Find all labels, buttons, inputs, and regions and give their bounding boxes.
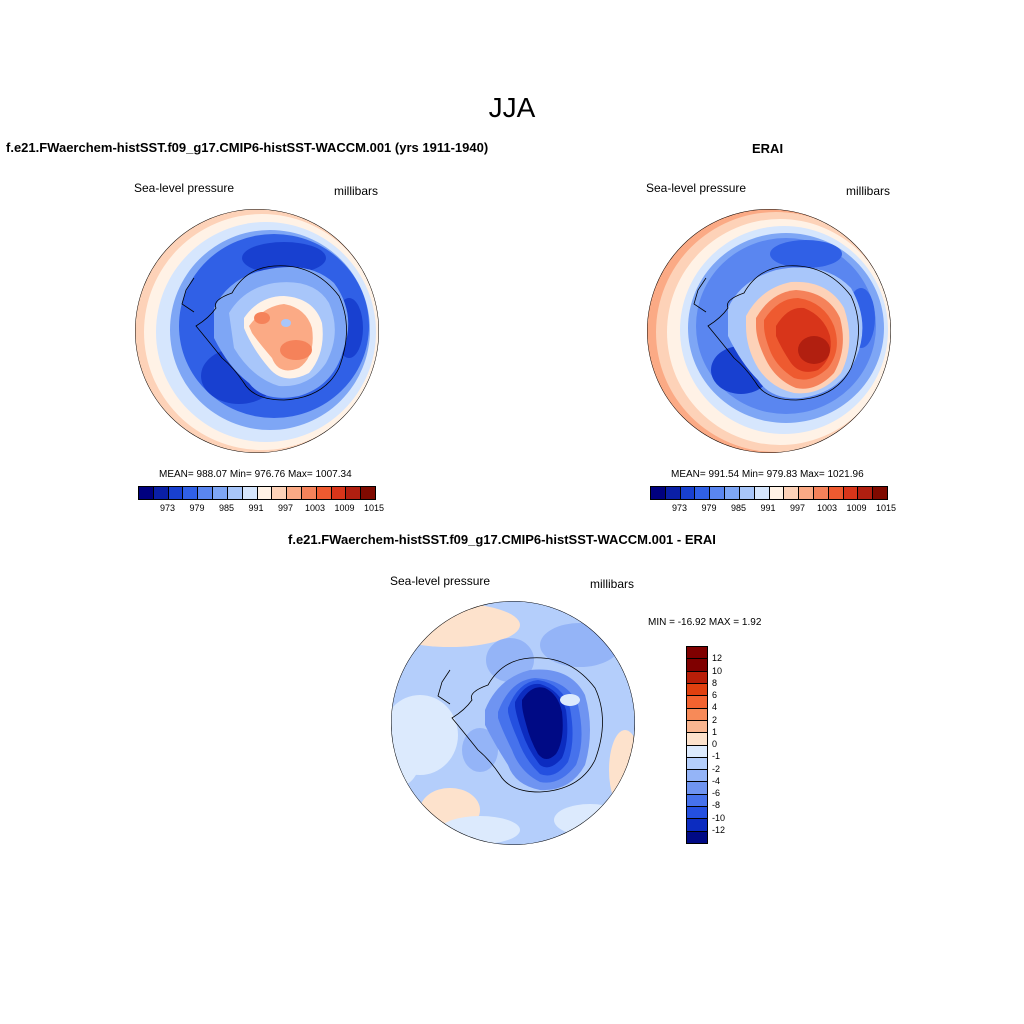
colorbar-swatch bbox=[242, 487, 258, 499]
colorbar-swatch bbox=[153, 487, 169, 499]
panel2-variable: Sea-level pressure bbox=[646, 181, 747, 195]
colorbar-swatch bbox=[828, 487, 844, 499]
colorbar-tick-label: 985 bbox=[218, 503, 235, 513]
colorbar-swatch bbox=[695, 487, 711, 499]
colorbar-tick-label: -12 bbox=[712, 824, 726, 835]
panel2-units: millibars bbox=[846, 184, 891, 198]
colorbar-tick-label: 4 bbox=[712, 702, 718, 713]
panel1-variable: Sea-level pressure bbox=[134, 181, 235, 195]
colorbar-tick-label: 991 bbox=[248, 503, 264, 513]
colorbar-tick-label: 1009 bbox=[846, 503, 867, 513]
colorbar-tick-label: 0 bbox=[712, 739, 718, 749]
colorbar-swatch bbox=[799, 487, 814, 499]
colorbar-swatch bbox=[687, 696, 707, 709]
colorbar-tick-label: 1 bbox=[712, 726, 718, 737]
colorbar-swatch bbox=[687, 831, 707, 843]
colorbar-swatch bbox=[287, 487, 302, 499]
panel1-stats: MEAN= 988.07 Min= 976.76 Max= 1007.34 bbox=[159, 469, 352, 480]
colorbar-tick-label: 12 bbox=[712, 653, 723, 664]
colorbar-tick-label: 979 bbox=[189, 503, 205, 513]
colorbar-swatch bbox=[331, 487, 347, 499]
colorbar-swatch bbox=[687, 819, 707, 832]
panel1-map bbox=[135, 209, 379, 453]
panel3-title: f.e21.FWaerchem-histSST.f09_g17.CMIP6-hi… bbox=[288, 532, 716, 547]
colorbar-tick-label: -8 bbox=[712, 800, 721, 811]
colorbar-tick-label: -6 bbox=[712, 788, 721, 798]
colorbar-swatch bbox=[272, 487, 288, 499]
colorbar-swatch bbox=[361, 487, 375, 499]
colorbar-swatch bbox=[257, 487, 273, 499]
colorbar-tick-label: 2 bbox=[712, 714, 718, 725]
colorbar-swatch bbox=[316, 487, 332, 499]
colorbar-tick-label: 985 bbox=[730, 503, 747, 513]
panel3-stats: MIN = -16.92 MAX = 1.92 bbox=[648, 617, 762, 628]
colorbar-swatch bbox=[710, 487, 726, 499]
colorbar-tick-label: -10 bbox=[712, 812, 726, 823]
panel3-colorbar bbox=[686, 646, 708, 844]
colorbar-tick-label: 1003 bbox=[304, 503, 326, 513]
colorbar-swatch bbox=[687, 794, 707, 808]
colorbar-swatch bbox=[687, 782, 707, 795]
colorbar-tick-label: -1 bbox=[712, 751, 721, 762]
colorbar-swatch bbox=[813, 487, 829, 499]
colorbar-swatch bbox=[784, 487, 800, 499]
colorbar-swatch bbox=[687, 807, 707, 820]
panel1-colorbar bbox=[138, 486, 376, 500]
colorbar-swatch bbox=[687, 720, 707, 734]
colorbar-swatch bbox=[843, 487, 859, 499]
panel3-units: millibars bbox=[590, 577, 635, 591]
colorbar-swatch bbox=[687, 757, 707, 771]
panel3-colorbar-labels: 12 10 8 6 4 2 1 0 -1 -2 -4 -6 -8 -10 -12 bbox=[712, 646, 752, 842]
colorbar-tick-label: 1015 bbox=[875, 503, 897, 513]
colorbar-swatch bbox=[687, 671, 707, 684]
figure-title: JJA bbox=[488, 92, 536, 123]
colorbar-swatch bbox=[651, 487, 666, 499]
colorbar-swatch bbox=[687, 647, 707, 660]
panel3-variable: Sea-level pressure bbox=[390, 574, 491, 588]
colorbar-tick-label: 6 bbox=[712, 690, 718, 700]
colorbar-swatch bbox=[873, 487, 887, 499]
colorbar-tick-label: -2 bbox=[712, 763, 721, 774]
colorbar-swatch bbox=[301, 487, 317, 499]
panel1-units: millibars bbox=[334, 184, 379, 198]
colorbar-tick-label: 997 bbox=[789, 503, 806, 513]
colorbar-swatch bbox=[739, 487, 755, 499]
colorbar-swatch bbox=[213, 487, 228, 499]
colorbar-tick-label: 973 bbox=[671, 503, 688, 513]
colorbar-swatch bbox=[687, 708, 707, 721]
colorbar-swatch bbox=[680, 487, 696, 499]
colorbar-tick-label: 979 bbox=[701, 503, 717, 513]
colorbar-swatch bbox=[139, 487, 154, 499]
panel2-map bbox=[647, 209, 891, 453]
colorbar-swatch bbox=[687, 733, 707, 746]
colorbar-swatch bbox=[665, 487, 681, 499]
colorbar-swatch bbox=[769, 487, 785, 499]
colorbar-tick-label: 1015 bbox=[363, 503, 385, 513]
panel2-title: ERAI bbox=[752, 141, 784, 156]
colorbar-swatch bbox=[687, 683, 707, 697]
colorbar-swatch bbox=[687, 770, 707, 783]
colorbar-swatch bbox=[687, 745, 707, 758]
colorbar-tick-label: 1003 bbox=[816, 503, 838, 513]
colorbar-tick-label: 997 bbox=[277, 503, 294, 513]
panel1-title: f.e21.FWaerchem-histSST.f09_g17.CMIP6-hi… bbox=[6, 140, 489, 155]
colorbar-tick-label: 973 bbox=[159, 503, 176, 513]
colorbar-tick-label: 1009 bbox=[334, 503, 355, 513]
colorbar-tick-label: 10 bbox=[712, 665, 723, 676]
panel3-map bbox=[391, 601, 635, 845]
panel2-stats: MEAN= 991.54 Min= 979.83 Max= 1021.96 bbox=[671, 469, 864, 480]
colorbar-swatch bbox=[858, 487, 874, 499]
colorbar-swatch bbox=[754, 487, 770, 499]
panel2-colorbar bbox=[650, 486, 888, 500]
colorbar-tick-label: -4 bbox=[712, 775, 721, 786]
colorbar-swatch bbox=[725, 487, 740, 499]
colorbar-swatch bbox=[227, 487, 243, 499]
colorbar-tick-label: 8 bbox=[712, 677, 718, 688]
colorbar-swatch bbox=[183, 487, 199, 499]
colorbar-swatch bbox=[168, 487, 184, 499]
colorbar-swatch bbox=[346, 487, 362, 499]
colorbar-tick-label: 991 bbox=[760, 503, 776, 513]
colorbar-swatch bbox=[687, 659, 707, 672]
colorbar-swatch bbox=[198, 487, 214, 499]
